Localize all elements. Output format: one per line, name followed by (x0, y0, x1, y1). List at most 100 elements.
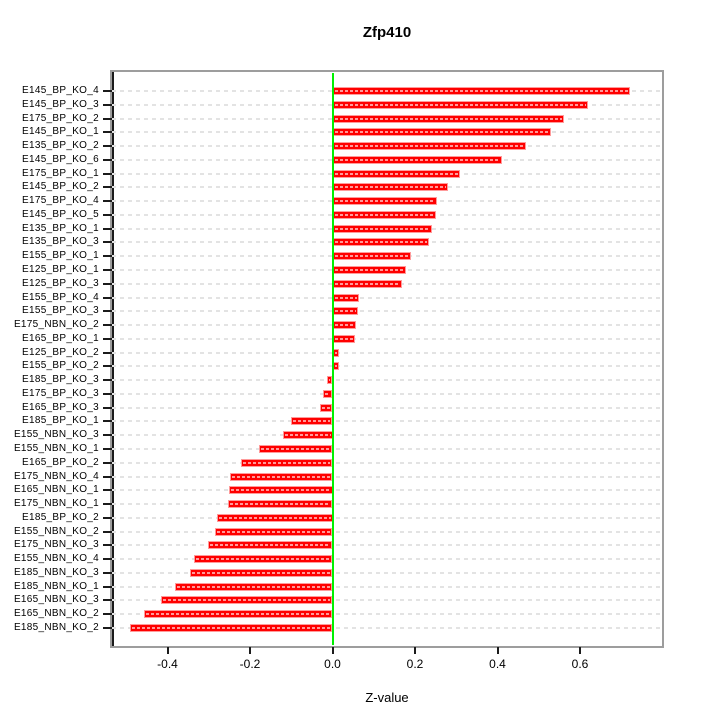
bar (283, 431, 333, 440)
bar-dash-pattern (334, 282, 400, 285)
bar (332, 87, 630, 95)
bar-dash-pattern (216, 530, 331, 533)
bar (332, 238, 429, 247)
y-axis-tick (103, 351, 112, 354)
y-axis-label: E145_BP_KO_3 (22, 98, 99, 110)
row-gridline (112, 613, 662, 616)
bar-dash-pattern (334, 365, 337, 368)
x-axis-tick (331, 647, 334, 654)
row-gridline (112, 516, 662, 519)
y-axis-tick (103, 241, 112, 244)
row-gridline (112, 351, 662, 354)
row-gridline (112, 365, 662, 368)
bar-dash-pattern (334, 200, 435, 203)
bar (332, 334, 356, 343)
bar-dash-pattern (334, 269, 404, 271)
bar-dash-pattern (334, 324, 354, 327)
bar-dash-pattern (334, 172, 459, 175)
x-axis-tick (579, 647, 581, 654)
y-axis-tick (103, 145, 112, 148)
x-axis-tick (166, 647, 169, 654)
bar (214, 527, 333, 536)
y-axis-line (112, 72, 114, 646)
x-axis-caption: Z-value (365, 690, 409, 705)
row-gridline (112, 406, 662, 409)
bar-dash-pattern (132, 627, 331, 630)
y-axis-tick (103, 200, 112, 203)
y-axis-label: E155_NBN_KO_2 (13, 525, 99, 537)
bar-dash-pattern (230, 503, 331, 506)
bar (259, 445, 333, 454)
row-gridline (112, 379, 662, 382)
bar-dash-pattern (261, 448, 331, 451)
y-axis-tick (103, 227, 112, 230)
bar (332, 100, 589, 109)
row-gridline (112, 434, 662, 437)
x-axis-tick (414, 647, 416, 654)
y-axis-label: E185_NBN_KO_2 (13, 622, 99, 634)
y-axis-tick (103, 324, 112, 327)
y-axis-tick (103, 461, 112, 464)
bar (332, 155, 502, 164)
y-axis-tick (103, 337, 112, 340)
y-axis-tick (103, 434, 112, 437)
y-axis-tick (103, 282, 112, 285)
bar (208, 541, 333, 550)
row-gridline (112, 503, 662, 506)
row-gridline (112, 448, 662, 451)
bar (228, 486, 333, 495)
x-axis-tick-label: 0.4 (489, 657, 506, 671)
bar (332, 197, 437, 206)
row-gridline (112, 461, 662, 464)
y-axis-label: E155_BP_KO_4 (22, 291, 99, 303)
row-gridline (112, 324, 662, 327)
plot-area (110, 70, 664, 648)
y-axis-tick (103, 103, 112, 106)
y-axis-label: E165_BP_KO_2 (22, 456, 99, 468)
y-axis-label: E155_BP_KO_2 (22, 360, 99, 372)
bar-dash-pattern (334, 117, 562, 120)
row-gridline (112, 599, 662, 602)
row-gridline (112, 296, 662, 299)
bar (332, 114, 564, 123)
y-axis-label: E175_BP_KO_2 (22, 112, 99, 124)
bar (332, 142, 527, 151)
y-axis-label: E175_BP_KO_4 (22, 195, 99, 207)
y-axis-tick (103, 131, 112, 134)
bar-dash-pattern (230, 489, 331, 492)
y-axis-label: E175_NBN_KO_4 (13, 470, 99, 482)
y-axis-label: E185_BP_KO_1 (22, 415, 99, 427)
y-axis-tick (103, 90, 112, 92)
row-gridline (112, 475, 662, 478)
y-axis-label: E125_BP_KO_3 (22, 277, 99, 289)
row-gridline (112, 571, 662, 574)
y-axis-tick (103, 158, 112, 161)
y-axis-label: E145_BP_KO_4 (22, 85, 99, 96)
y-axis-tick (103, 269, 112, 271)
y-axis-label: E145_BP_KO_2 (22, 181, 99, 193)
bar (194, 555, 333, 564)
bar-dash-pattern (232, 475, 331, 478)
bar (332, 183, 448, 192)
y-axis-tick (103, 613, 112, 616)
y-axis-label: E175_BP_KO_3 (22, 387, 99, 399)
y-axis-label: E165_BP_KO_1 (22, 332, 99, 344)
zero-line (331, 73, 334, 645)
bar (332, 128, 552, 137)
y-axis-label: E185_NBN_KO_1 (13, 580, 99, 592)
bar (290, 417, 333, 426)
y-axis-tick (103, 503, 112, 506)
bar-dash-pattern (334, 241, 427, 244)
bar-dash-pattern (329, 379, 331, 382)
y-axis-label: E155_NBN_KO_3 (13, 429, 99, 441)
bar (228, 500, 333, 509)
bar-dash-pattern (292, 420, 331, 423)
chart-title: Zfp410 (362, 24, 412, 41)
y-axis-tick (103, 310, 112, 313)
bar (240, 458, 333, 467)
x-axis-tick (249, 647, 251, 654)
y-axis-tick (103, 296, 112, 299)
row-gridline (112, 530, 662, 533)
bar-dash-pattern (334, 103, 587, 106)
